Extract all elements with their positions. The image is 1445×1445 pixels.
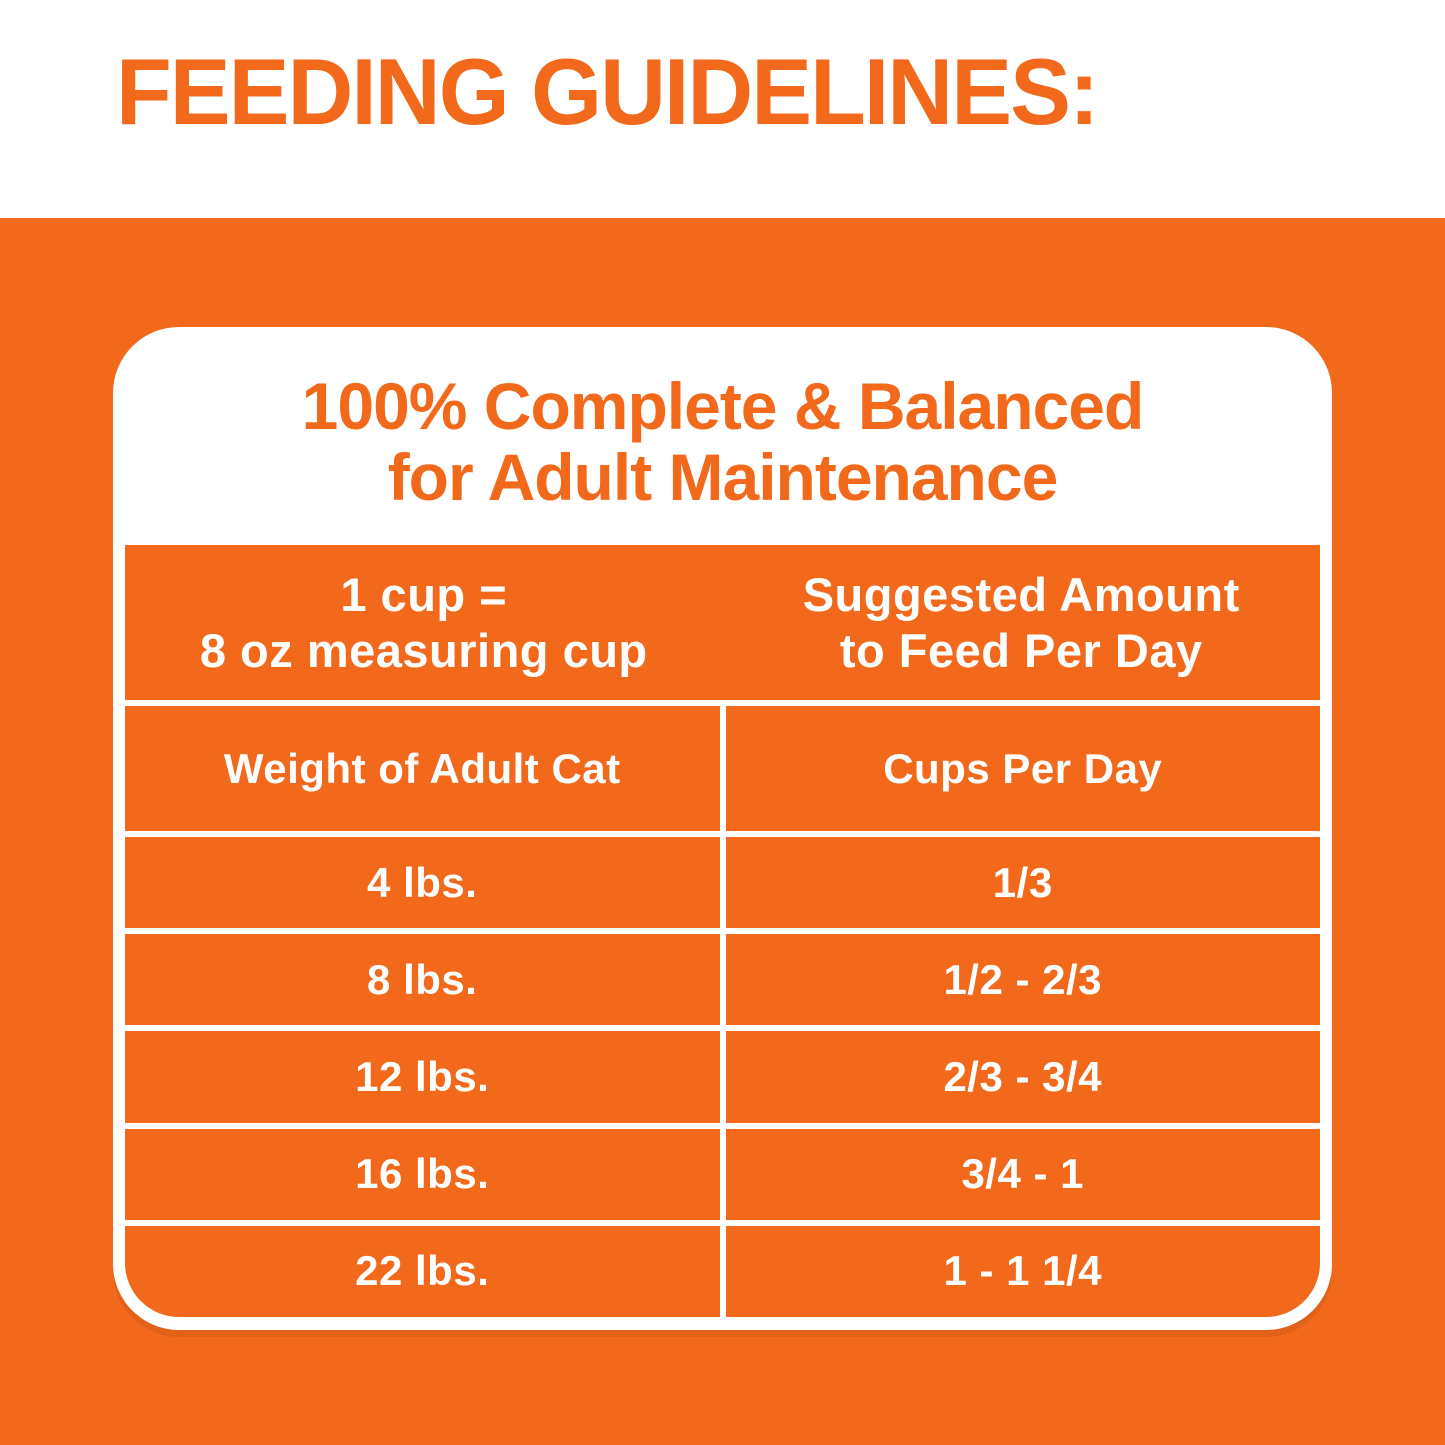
row-cups-4lbs: 1/3 [725, 837, 1320, 929]
guidelines-card: 100% Complete & Balanced for Adult Maint… [113, 327, 1332, 1330]
suggested-amount-header: Suggested Amount to Feed Per Day [723, 545, 1321, 700]
row-weight-16lbs: 16 lbs. [125, 1128, 720, 1220]
card-title: 100% Complete & Balanced for Adult Maint… [113, 371, 1332, 512]
column-header-weight: Weight of Adult Cat [125, 706, 720, 831]
cup-definition-line1: 1 cup = [340, 568, 508, 622]
row-cups-8lbs: 1/2 - 2/3 [725, 934, 1320, 1026]
row-weight-4lbs: 4 lbs. [125, 837, 720, 929]
suggested-amount-line2: to Feed Per Day [839, 623, 1203, 677]
card-title-line1: 100% Complete & Balanced [301, 369, 1145, 443]
row-weight-12lbs: 12 lbs. [125, 1031, 720, 1123]
row-cups-16lbs: 3/4 - 1 [725, 1128, 1320, 1220]
row-cups-12lbs: 2/3 - 3/4 [725, 1031, 1320, 1123]
cup-definition-line2: 8 oz measuring cup [199, 623, 648, 677]
suggested-amount-line1: Suggested Amount [802, 568, 1240, 622]
card-title-line2: for Adult Maintenance [387, 439, 1059, 514]
column-header-cups: Cups Per Day [725, 706, 1320, 831]
feeding-table: 1 cup = 8 oz measuring cup Suggested Amo… [125, 545, 1320, 1317]
table-header-band: 1 cup = 8 oz measuring cup Suggested Amo… [125, 545, 1320, 700]
row-cups-22lbs: 1 - 1 1/4 [725, 1225, 1320, 1317]
cup-definition: 1 cup = 8 oz measuring cup [125, 545, 723, 700]
row-weight-22lbs: 22 lbs. [125, 1225, 720, 1317]
row-weight-8lbs: 8 lbs. [125, 934, 720, 1026]
page-title: FEEDING GUIDELINES: [116, 39, 1099, 144]
top-white-band: FEEDING GUIDELINES: [0, 0, 1445, 218]
